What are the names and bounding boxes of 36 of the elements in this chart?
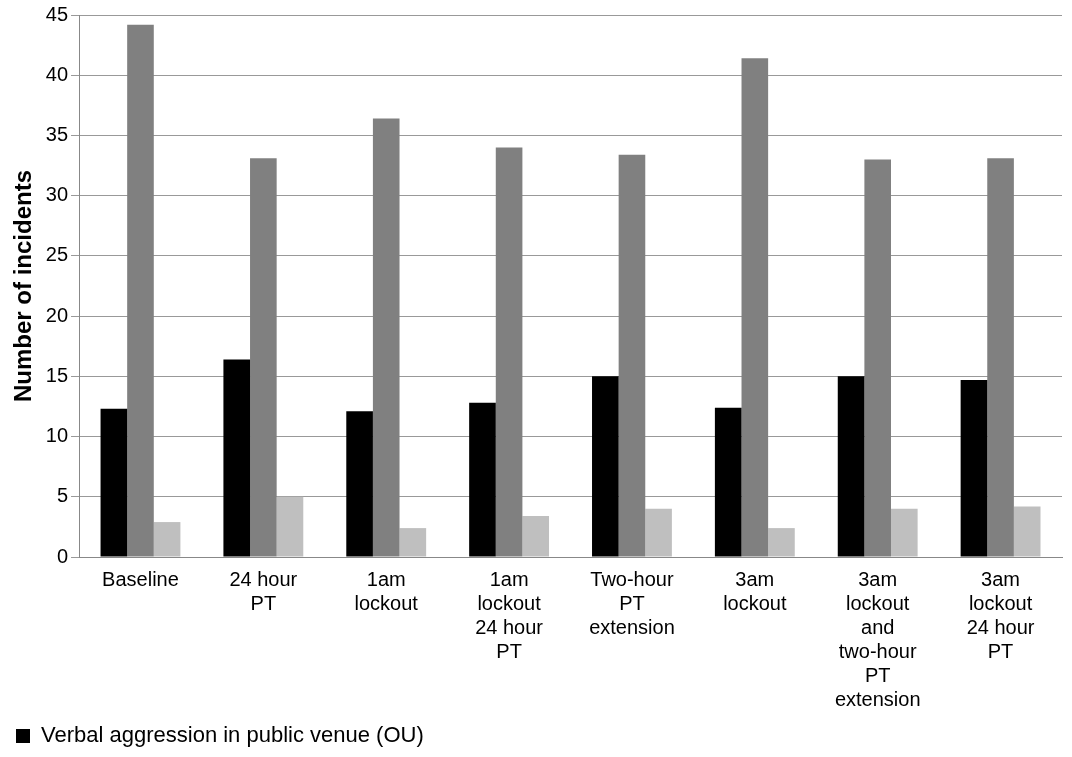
- x-tick-label: 24 hour PT: [229, 567, 298, 614]
- x-tick-label: Baseline: [102, 567, 179, 590]
- bar: [276, 496, 304, 557]
- bar: [522, 516, 550, 557]
- legend-label: Verbal aggression in public venue (OU): [41, 722, 424, 748]
- bar: [645, 508, 672, 557]
- y-tick-label: 0: [56, 544, 69, 567]
- x-tick-label: 3am lockout 24 hour PT: [966, 567, 1035, 662]
- bar: [960, 379, 988, 557]
- y-tick-label: 15: [45, 363, 69, 386]
- bar: [592, 376, 619, 557]
- y-tick-label: 10: [45, 424, 69, 447]
- bar: [100, 408, 128, 557]
- x-tick-label: Two-hour PT extension: [589, 567, 675, 638]
- y-tick-label: 45: [45, 2, 69, 25]
- y-tick-label: 30: [45, 183, 69, 206]
- bar: [469, 402, 496, 557]
- y-tick-label: 20: [45, 303, 69, 326]
- bar: [891, 508, 918, 557]
- x-tick-label: 1am lockout 24 hour PT: [475, 567, 544, 662]
- bar: [768, 528, 795, 557]
- bar: [399, 528, 427, 557]
- x-tick-label: 3am lockout and two-hour PT extension: [834, 567, 921, 710]
- bar: [837, 376, 865, 557]
- y-tick-label: 5: [56, 484, 69, 507]
- y-tick-label: 40: [45, 62, 69, 85]
- y-axis-title: Number of incidents: [9, 169, 37, 403]
- bar: [714, 407, 742, 557]
- bar: [223, 359, 251, 557]
- bar: [346, 411, 373, 557]
- bar: [1013, 506, 1041, 557]
- x-tick-label: 3am lockout: [723, 567, 787, 614]
- y-tick-label: 35: [45, 122, 69, 145]
- y-tick-label: 25: [45, 243, 69, 266]
- x-tick-label: 1am lockout: [354, 567, 419, 614]
- bar: [153, 522, 181, 557]
